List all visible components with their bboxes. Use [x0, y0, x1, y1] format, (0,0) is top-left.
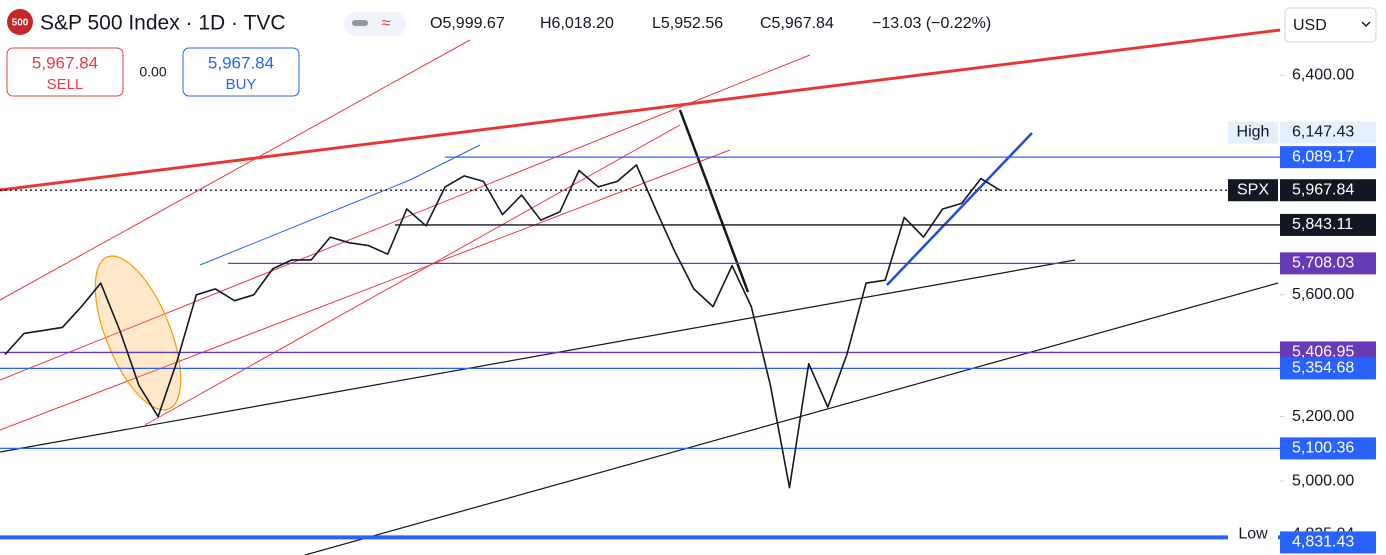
badge-text: 500	[12, 18, 29, 29]
ohlc-open: O5,999.67	[430, 15, 505, 32]
level-label: 4,831.43	[1292, 534, 1354, 551]
currency-select[interactable]	[1284, 7, 1377, 43]
channel-line	[0, 54, 811, 381]
level-tag-box	[1228, 121, 1278, 144]
level-tag: Low	[1238, 525, 1268, 542]
level-label: 6,089.17	[1292, 148, 1354, 165]
level-label-box	[1280, 121, 1376, 144]
highlight-ellipse	[94, 255, 182, 411]
trend-line	[0, 28, 1281, 192]
trend-line	[886, 132, 1033, 286]
level-label-box	[1280, 252, 1376, 275]
plot	[4, 164, 1001, 489]
ohlc-close: C5,967.84	[760, 15, 834, 32]
level-tag-box	[1228, 523, 1278, 546]
level-label: 6,147.43	[1292, 124, 1354, 141]
trend-line	[199, 179, 411, 266]
ohlc-change: −13.03 (−0.22%)	[872, 15, 991, 32]
y-tick-label: 5,200.00	[1292, 408, 1354, 425]
level-label-box	[1280, 213, 1376, 236]
level-label: 5,708.03	[1292, 255, 1354, 272]
level-label-box	[1280, 437, 1376, 460]
trend-line	[678, 109, 750, 293]
sell-price: 5,967.84	[32, 53, 98, 72]
ohlc-low: L5,952.56	[652, 15, 723, 32]
level-label: 5,967.84	[1292, 181, 1354, 198]
level-tag: High	[1237, 124, 1270, 141]
level-tag: SPX	[1237, 181, 1269, 198]
buy-button[interactable]	[182, 47, 300, 97]
toggle-icon	[352, 20, 368, 26]
level-label-box	[1280, 357, 1376, 380]
level-label: 5,406.95	[1292, 344, 1354, 361]
drawings	[0, 28, 1281, 555]
y-tick-label: 5,600.00	[1292, 286, 1354, 303]
sell-label: SELL	[47, 76, 84, 93]
level-label-box	[1280, 146, 1376, 169]
support-line	[304, 282, 1279, 555]
y-tick-label: 5,000.00	[1292, 472, 1354, 489]
level-tag-box	[1228, 179, 1278, 202]
price-line	[4, 164, 1001, 489]
sell-button[interactable]	[6, 47, 124, 97]
chevron	[1361, 21, 1371, 28]
ohlc-high: H6,018.20	[540, 15, 614, 32]
buy-label: BUY	[226, 76, 257, 93]
level-label-box	[1280, 179, 1376, 202]
support-line	[0, 259, 1076, 453]
price-axis: 6,400.00 5,600.00 5,200.00 5,000.00 6,147.43…	[1228, 67, 1376, 554]
levels	[0, 156, 1280, 540]
toggle-icon: ≈	[382, 15, 391, 32]
trend-line	[409, 144, 481, 181]
channel-line	[0, 149, 731, 431]
y-tick-label: 6,400.00	[1292, 67, 1354, 84]
channel-line	[0, 39, 471, 301]
level-label: 5,100.36	[1292, 440, 1354, 457]
indicator-toggle[interactable]	[344, 12, 406, 36]
spread: 0.00	[139, 64, 166, 80]
level-label: 5,354.68	[1292, 360, 1354, 377]
currency-label: USD	[1293, 17, 1327, 34]
level-label-box	[1280, 531, 1376, 554]
buy-price: 5,967.84	[208, 53, 274, 72]
symbol-badge	[7, 9, 33, 35]
level-label: 5,843.11	[1292, 216, 1353, 233]
channel-line	[144, 124, 681, 426]
symbol-title[interactable]: S&P 500 Index · 1D · TVC	[40, 12, 286, 35]
